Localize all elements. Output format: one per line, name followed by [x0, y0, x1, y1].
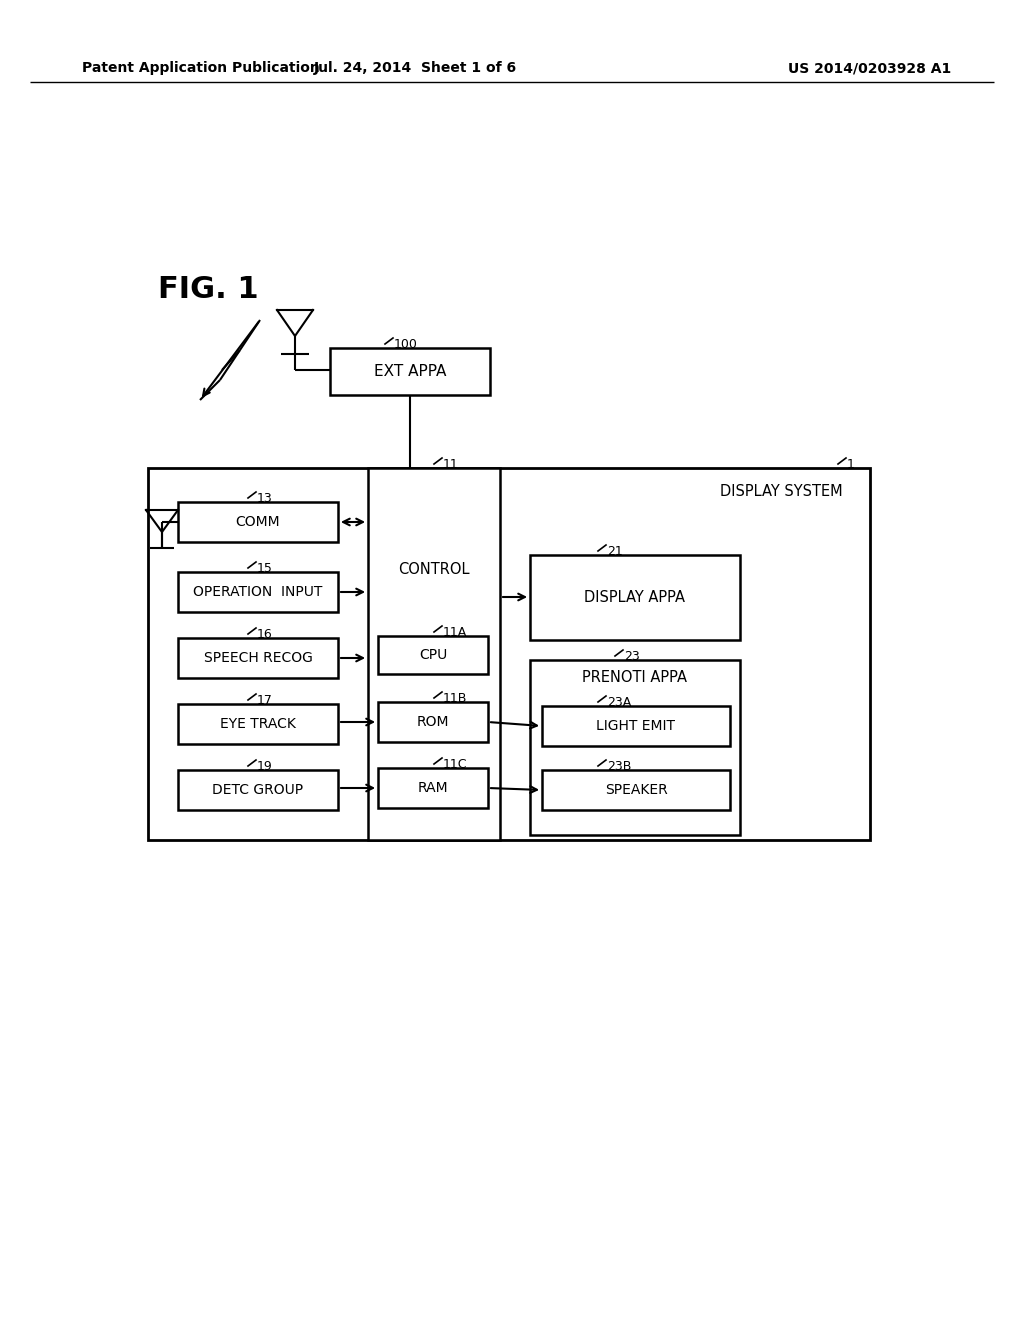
Text: 23B: 23B	[607, 760, 632, 774]
Text: 100: 100	[394, 338, 418, 351]
Text: 11: 11	[443, 458, 459, 471]
Text: Jul. 24, 2014  Sheet 1 of 6: Jul. 24, 2014 Sheet 1 of 6	[313, 61, 516, 75]
Text: FIG. 1: FIG. 1	[158, 276, 259, 305]
Text: 19: 19	[257, 760, 272, 774]
Bar	[178, 704, 338, 744]
Text: 11B: 11B	[443, 692, 467, 705]
Bar	[178, 638, 338, 678]
Text: OPERATION  INPUT: OPERATION INPUT	[194, 585, 323, 599]
Bar	[378, 702, 488, 742]
Text: DISPLAY SYSTEM: DISPLAY SYSTEM	[720, 484, 843, 499]
Text: SPEECH RECOG: SPEECH RECOG	[204, 651, 312, 665]
Text: EYE TRACK: EYE TRACK	[220, 717, 296, 731]
Text: LIGHT EMIT: LIGHT EMIT	[597, 719, 676, 733]
Bar	[542, 770, 730, 810]
Text: US 2014/0203928 A1: US 2014/0203928 A1	[788, 61, 951, 75]
Text: ROM: ROM	[417, 715, 450, 729]
Text: 13: 13	[257, 492, 272, 506]
Text: 15: 15	[257, 562, 272, 576]
Bar	[378, 636, 488, 675]
Bar	[542, 706, 730, 746]
Bar	[178, 770, 338, 810]
Bar	[330, 348, 490, 395]
Text: 23: 23	[624, 649, 640, 663]
Text: PRENOTI APPA: PRENOTI APPA	[583, 671, 687, 685]
Text: COMM: COMM	[236, 515, 281, 529]
Text: 21: 21	[607, 545, 623, 558]
Text: 11A: 11A	[443, 626, 467, 639]
Text: CONTROL: CONTROL	[398, 562, 470, 578]
Bar	[178, 502, 338, 543]
Text: 11C: 11C	[443, 758, 468, 771]
Text: Patent Application Publication: Patent Application Publication	[82, 61, 319, 75]
Bar	[148, 469, 870, 840]
Bar	[378, 768, 488, 808]
Text: 23A: 23A	[607, 696, 631, 709]
Text: CPU: CPU	[419, 648, 447, 663]
Text: EXT APPA: EXT APPA	[374, 363, 446, 379]
Text: DISPLAY APPA: DISPLAY APPA	[585, 590, 685, 605]
Text: 1: 1	[847, 458, 855, 471]
Bar	[530, 660, 740, 836]
Bar	[178, 572, 338, 612]
Bar	[530, 554, 740, 640]
Text: RAM: RAM	[418, 781, 449, 795]
Bar	[368, 469, 500, 840]
Text: 16: 16	[257, 628, 272, 642]
Text: DETC GROUP: DETC GROUP	[212, 783, 303, 797]
Text: SPEAKER: SPEAKER	[604, 783, 668, 797]
Text: 17: 17	[257, 694, 272, 708]
